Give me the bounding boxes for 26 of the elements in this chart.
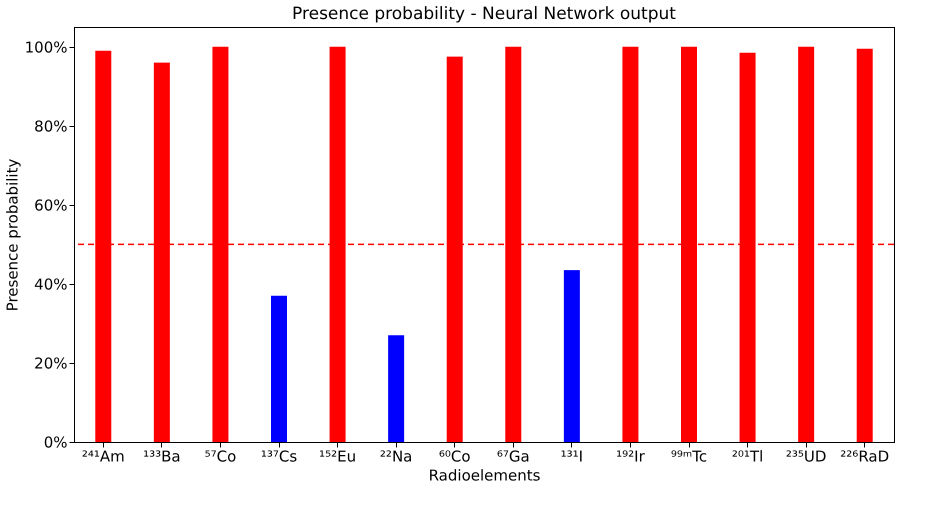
x-tick-label: ²⁴¹Am (82, 448, 125, 466)
bar (388, 335, 404, 442)
x-tick-label: ⁵⁷Co (204, 448, 236, 466)
x-tick-label: ¹⁵²Eu (319, 448, 356, 466)
bar (271, 296, 287, 442)
x-tick-label: ²²Na (380, 448, 412, 466)
y-tick-label: 20% (34, 354, 68, 372)
x-axis-title: Radioelements (428, 466, 541, 484)
x-tick-label: ⁶⁷Ga (496, 448, 530, 466)
x-tick-label: ²⁰¹Tl (732, 448, 764, 466)
y-tick-label: 100% (24, 38, 68, 56)
y-tick-label: 40% (34, 275, 68, 294)
x-tick-label: ¹³⁷Cs (260, 448, 298, 466)
y-tick-label: 0% (44, 434, 68, 452)
x-tick-label: ⁹⁹ᵐTc (670, 448, 708, 466)
y-tick-label: 60% (34, 196, 68, 214)
x-tick-label: ¹⁹²Ir (616, 448, 646, 466)
y-axis-title: Presence probability (4, 158, 22, 312)
x-tick-label: ²³⁵UD (786, 448, 826, 466)
y-tick-label: 80% (34, 117, 68, 136)
x-tick-label: ¹³¹I (560, 448, 584, 466)
x-tick-label: ⁶⁰Co (438, 448, 471, 466)
chart-title: Presence probability - Neural Network output (292, 4, 676, 24)
x-tick-label: ¹³³Ba (143, 448, 181, 466)
bar (564, 270, 580, 442)
x-tick-label: ²²⁶RaD (840, 448, 890, 466)
